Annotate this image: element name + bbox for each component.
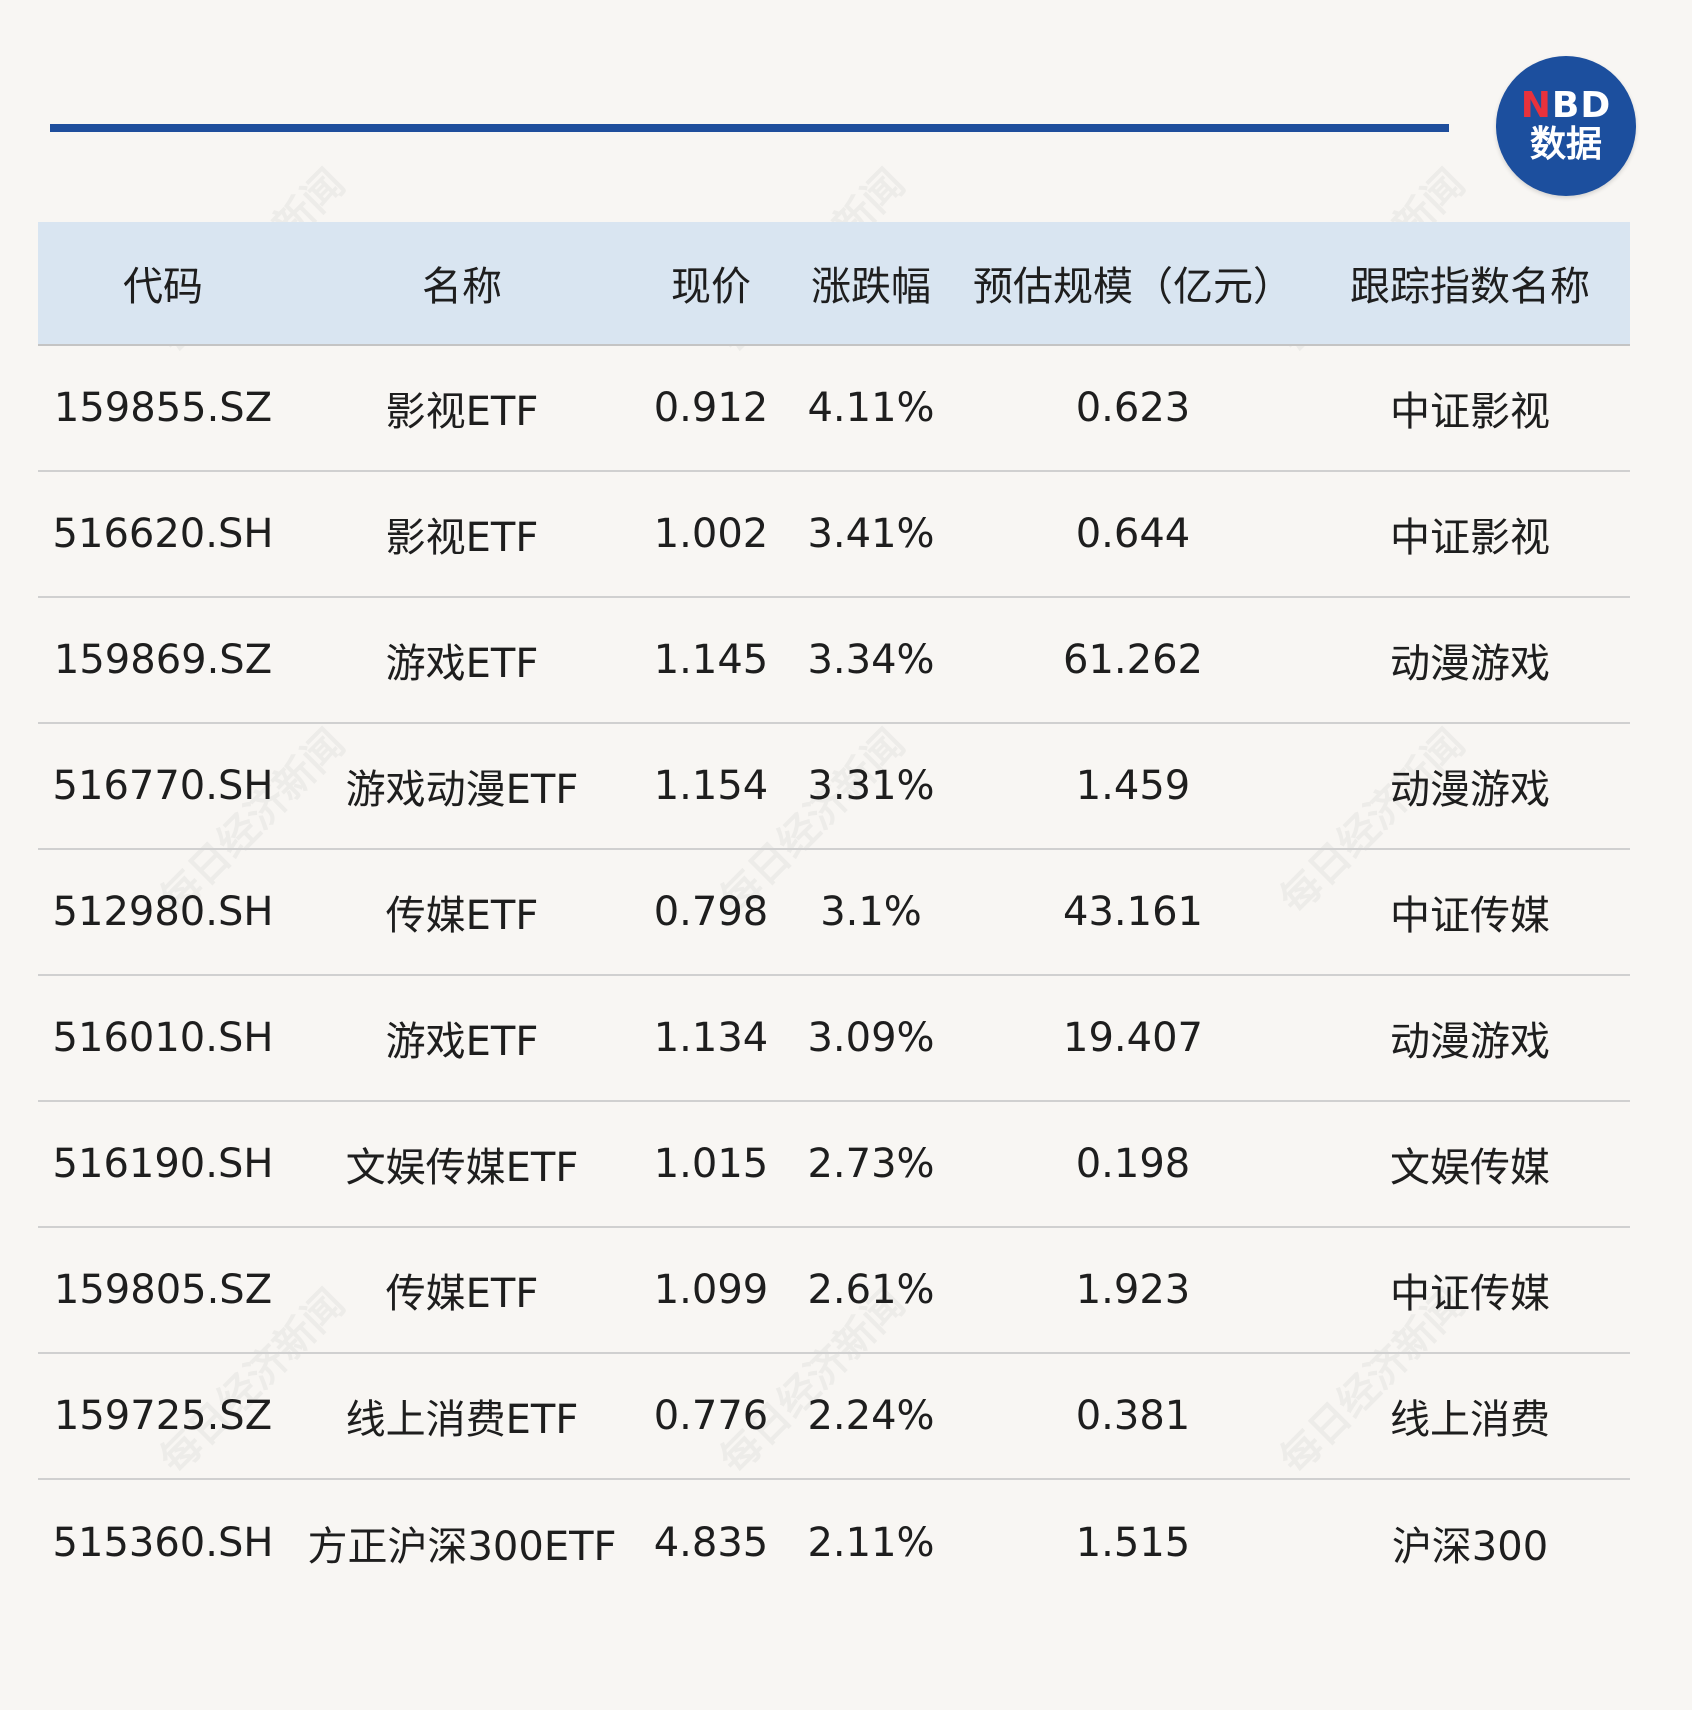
table-row: 512980.SH 传媒ETF 0.798 3.1% 43.161 中证传媒 — [38, 850, 1630, 976]
cell-index: 中证传媒 — [1390, 1271, 1550, 1317]
header-price: 现价 — [671, 264, 751, 310]
cell-change: 3.34% — [807, 637, 935, 683]
cell-index: 线上消费 — [1390, 1397, 1550, 1443]
cell-price: 1.099 — [653, 1267, 769, 1313]
cell-scale: 43.161 — [1063, 889, 1203, 935]
table-row: 516190.SH 文娱传媒ETF 1.015 2.73% 0.198 文娱传媒 — [38, 1102, 1630, 1228]
cell-code: 516190.SH — [52, 1141, 274, 1187]
cell-code: 515360.SH — [52, 1520, 274, 1566]
cell-index: 中证影视 — [1390, 389, 1550, 435]
table-row: 515360.SH 方正沪深300ETF 4.835 2.11% 1.515 沪… — [38, 1480, 1630, 1606]
cell-name: 传媒ETF — [385, 893, 539, 939]
cell-change: 4.11% — [807, 385, 935, 431]
cell-code: 516010.SH — [52, 1015, 274, 1061]
cell-code: 159725.SZ — [53, 1393, 273, 1439]
cell-scale: 1.459 — [1075, 763, 1191, 809]
cell-scale: 61.262 — [1063, 637, 1203, 683]
table-row: 159855.SZ 影视ETF 0.912 4.11% 0.623 中证影视 — [38, 346, 1630, 472]
cell-index: 文娱传媒 — [1390, 1145, 1550, 1191]
cell-name: 游戏动漫ETF — [345, 767, 579, 813]
cell-price: 0.912 — [653, 385, 769, 431]
table-header: 代码 名称 现价 涨跌幅 预估规模（亿元） 跟踪指数名称 — [38, 222, 1630, 346]
cell-price: 0.776 — [653, 1393, 769, 1439]
cell-name: 传媒ETF — [385, 1271, 539, 1317]
etf-table: 代码 名称 现价 涨跌幅 预估规模（亿元） 跟踪指数名称 159855.SZ 影… — [38, 222, 1630, 1606]
cell-change: 2.11% — [807, 1520, 935, 1566]
cell-name: 方正沪深300ETF — [307, 1524, 617, 1570]
cell-change: 3.09% — [807, 1015, 935, 1061]
cell-name: 影视ETF — [385, 389, 539, 435]
cell-scale: 0.644 — [1075, 511, 1191, 557]
cell-price: 0.798 — [653, 889, 769, 935]
cell-name: 影视ETF — [385, 515, 539, 561]
cell-price: 1.134 — [653, 1015, 769, 1061]
cell-price: 1.154 — [653, 763, 769, 809]
cell-name: 游戏ETF — [385, 1019, 539, 1065]
cell-index: 动漫游戏 — [1390, 641, 1550, 687]
nbd-data-logo: NBD 数据 — [1496, 56, 1636, 196]
cell-index: 沪深300 — [1391, 1524, 1549, 1570]
cell-index: 中证传媒 — [1390, 893, 1550, 939]
header-index: 跟踪指数名称 — [1350, 264, 1590, 310]
cell-price: 1.015 — [653, 1141, 769, 1187]
cell-index: 动漫游戏 — [1390, 1019, 1550, 1065]
cell-name: 游戏ETF — [385, 641, 539, 687]
cell-scale: 1.923 — [1075, 1267, 1191, 1313]
cell-code: 159869.SZ — [53, 637, 273, 683]
cell-code: 512980.SH — [52, 889, 274, 935]
table-row: 516010.SH 游戏ETF 1.134 3.09% 19.407 动漫游戏 — [38, 976, 1630, 1102]
table-row: 516620.SH 影视ETF 1.002 3.41% 0.644 中证影视 — [38, 472, 1630, 598]
cell-price: 1.002 — [653, 511, 769, 557]
cell-scale: 19.407 — [1063, 1015, 1203, 1061]
header-change: 涨跌幅 — [811, 264, 931, 310]
cell-code: 159855.SZ — [53, 385, 273, 431]
table-row: 159725.SZ 线上消费ETF 0.776 2.24% 0.381 线上消费 — [38, 1354, 1630, 1480]
cell-change: 2.24% — [807, 1393, 935, 1439]
cell-scale: 1.515 — [1075, 1520, 1191, 1566]
table-row: 159805.SZ 传媒ETF 1.099 2.61% 1.923 中证传媒 — [38, 1228, 1630, 1354]
cell-name: 线上消费ETF — [345, 1397, 579, 1443]
cell-scale: 0.623 — [1075, 385, 1191, 431]
cell-name: 文娱传媒ETF — [345, 1145, 579, 1191]
cell-change: 2.73% — [807, 1141, 935, 1187]
cell-scale: 0.381 — [1075, 1393, 1191, 1439]
cell-change: 3.41% — [807, 511, 935, 557]
header-name: 名称 — [422, 264, 502, 310]
header-scale: 预估规模（亿元） — [973, 264, 1293, 310]
table-row: 516770.SH 游戏动漫ETF 1.154 3.31% 1.459 动漫游戏 — [38, 724, 1630, 850]
cell-code: 516620.SH — [52, 511, 274, 557]
table-row: 159869.SZ 游戏ETF 1.145 3.34% 61.262 动漫游戏 — [38, 598, 1630, 724]
logo-wordmark: NBD — [1520, 85, 1612, 126]
cell-change: 3.1% — [820, 889, 922, 935]
logo-subtitle: 数据 — [1529, 124, 1602, 165]
cell-index: 中证影视 — [1390, 515, 1550, 561]
cell-change: 3.31% — [807, 763, 935, 809]
cell-index: 动漫游戏 — [1390, 767, 1550, 813]
cell-code: 516770.SH — [52, 763, 274, 809]
cell-code: 159805.SZ — [53, 1267, 273, 1313]
top-rule — [50, 124, 1449, 132]
cell-price: 4.835 — [653, 1520, 769, 1566]
cell-price: 1.145 — [653, 637, 769, 683]
header-code: 代码 — [123, 264, 203, 310]
cell-change: 2.61% — [807, 1267, 935, 1313]
cell-scale: 0.198 — [1075, 1141, 1191, 1187]
